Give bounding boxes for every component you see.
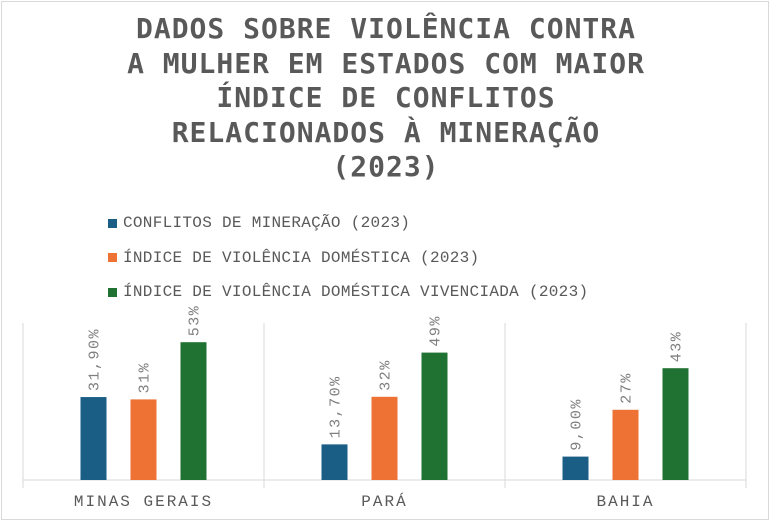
chart-title: DADOS SOBRE VIOLÊNCIA CONTRA A MULHER EM… <box>0 12 772 185</box>
data-label-3-2: 49% <box>428 315 445 347</box>
category-label-3: BAHIA <box>596 493 654 511</box>
chart-title-line-4: RELACIONADOS À MINERAÇÃO <box>171 115 601 149</box>
bar-2-1 <box>130 399 157 480</box>
legend-swatch-conflitos <box>108 218 117 228</box>
bar-2-2 <box>371 396 398 480</box>
data-label-1-3: 9,00% <box>569 398 586 451</box>
legend-label-violencia: ÍNDICE DE VIOLÊNCIA DOMÉSTICA (2023) <box>123 248 480 267</box>
legend-item-violencia: ÍNDICE DE VIOLÊNCIA DOMÉSTICA (2023) <box>108 241 588 276</box>
legend-label-vivenciada: ÍNDICE DE VIOLÊNCIA DOMÉSTICA VIVENCIADA… <box>123 283 589 302</box>
bar-1-1 <box>80 397 107 480</box>
bar-1-2 <box>321 444 348 480</box>
data-label-3-3: 43% <box>669 331 686 363</box>
legend-swatch-vivenciada <box>108 287 117 297</box>
legend-item-vivenciada: ÍNDICE DE VIOLÊNCIA DOMÉSTICA VIVENCIADA… <box>108 275 588 310</box>
legend-swatch-violencia <box>108 253 117 263</box>
legend-item-conflitos: CONFLITOS DE MINERAÇÃO (2023) <box>108 206 588 241</box>
data-label-2-3: 27% <box>619 372 636 404</box>
chart-title-line-5: (2023) <box>332 150 440 183</box>
category-label-2: PARÁ <box>361 492 407 511</box>
data-label-3-1: 53% <box>187 305 204 337</box>
bar-3-2 <box>421 352 448 480</box>
data-label-1-2: 13,70% <box>328 375 345 438</box>
bar-2-3 <box>612 409 639 480</box>
chart-title-line-1: DADOS SOBRE VIOLÊNCIA CONTRA <box>135 12 636 45</box>
chart-legend: CONFLITOS DE MINERAÇÃO (2023) ÍNDICE DE … <box>108 206 588 310</box>
data-label-2-1: 31% <box>137 362 154 394</box>
legend-label-conflitos: CONFLITOS DE MINERAÇÃO (2023) <box>123 214 411 233</box>
data-label-1-1: 31,90% <box>87 328 104 391</box>
data-label-2-2: 32% <box>378 359 395 391</box>
bar-1-3 <box>562 456 589 480</box>
bar-3-3 <box>662 368 689 480</box>
chart-title-line-2: A MULHER EM ESTADOS COM MAIOR <box>127 46 645 80</box>
chart-title-line-3: ÍNDICE DE CONFLITOS <box>216 81 556 114</box>
category-label-1: MINAS GERAIS <box>74 493 213 511</box>
bar-3-1 <box>180 342 207 480</box>
